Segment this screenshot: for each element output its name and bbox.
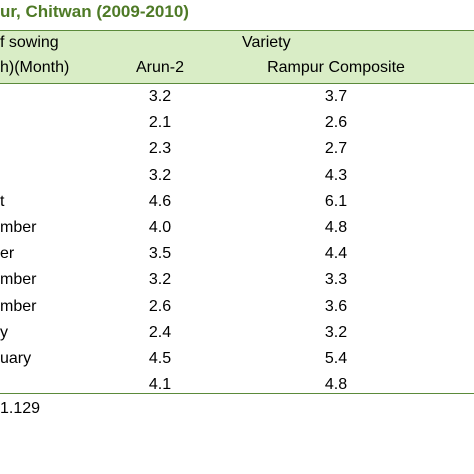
table-row: 4.1 4.8: [0, 373, 474, 396]
cell-arun-2: 2.4: [148, 323, 172, 341]
table-row: y 2.4 3.2: [0, 321, 474, 344]
table-row: 3.2 4.3: [0, 164, 474, 187]
cell-rampur-composite: 4.8: [324, 376, 348, 394]
cell-rampur-composite: 3.6: [324, 297, 348, 315]
cell-arun-2: 4.1: [148, 376, 172, 394]
header-arun-2: Arun-2: [135, 59, 185, 76]
cell-arun-2: 3.2: [148, 271, 172, 289]
cell-rampur-composite: 2.7: [324, 140, 348, 158]
cell-rampur-composite: 4.3: [324, 166, 348, 184]
table-row: 3.2 3.7: [0, 85, 474, 108]
cell-month: mber: [0, 271, 37, 289]
cell-arun-2: 4.5: [148, 350, 172, 367]
cell-month: er: [0, 245, 15, 263]
cell-arun-2: 3.2: [148, 166, 172, 184]
cell-arun-2: 2.1: [148, 114, 172, 132]
cell-arun-2: 4.0: [148, 219, 172, 236]
header-variety: Variety: [242, 34, 291, 51]
table-title: ur, Chitwan (2009-2010): [0, 2, 189, 21]
cell-rampur-composite: 3.3: [324, 271, 348, 289]
cell-month: uary: [0, 350, 32, 367]
cell-month: y: [0, 323, 8, 341]
cell-rampur-composite: 6.1: [324, 192, 348, 210]
cell-rampur-composite: 4.8: [324, 219, 348, 236]
table-row: mber 4.0 4.8: [0, 216, 474, 239]
table-row: 2.1 2.6: [0, 111, 474, 134]
footnote: 1.129: [0, 400, 41, 417]
header-rampur-composite: Rampur Composite: [267, 59, 405, 76]
table-row: mber 2.6 3.6: [0, 295, 474, 318]
cell-month: t: [0, 192, 5, 210]
cell-rampur-composite: 3.2: [324, 323, 348, 341]
cell-rampur-composite: 3.7: [324, 88, 348, 105]
cell-month: mber: [0, 219, 37, 236]
table-row: uary 4.5 5.4: [0, 347, 474, 370]
cell-rampur-composite: 5.4: [324, 350, 348, 367]
cell-arun-2: 3.2: [148, 88, 172, 105]
table-row: 2.3 2.7: [0, 137, 474, 160]
cell-month: mber: [0, 297, 37, 315]
cell-arun-2: 2.6: [148, 297, 172, 315]
table-row: er 3.5 4.4: [0, 242, 474, 265]
header-sowing-date: f sowing: [0, 34, 59, 51]
table-header: f sowing h)(Month) Variety Arun-2 Rampur…: [0, 30, 474, 84]
cell-arun-2: 4.6: [148, 192, 172, 210]
cell-rampur-composite: 4.4: [324, 245, 348, 263]
cell-arun-2: 3.5: [148, 245, 172, 263]
table-bottom-rule: [0, 393, 474, 394]
header-sowing-month: h)(Month): [0, 59, 70, 76]
table-row: mber 3.2 3.3: [0, 268, 474, 291]
cell-arun-2: 2.3: [148, 140, 172, 158]
table-row: t 4.6 6.1: [0, 190, 474, 213]
cell-rampur-composite: 2.6: [324, 114, 348, 132]
